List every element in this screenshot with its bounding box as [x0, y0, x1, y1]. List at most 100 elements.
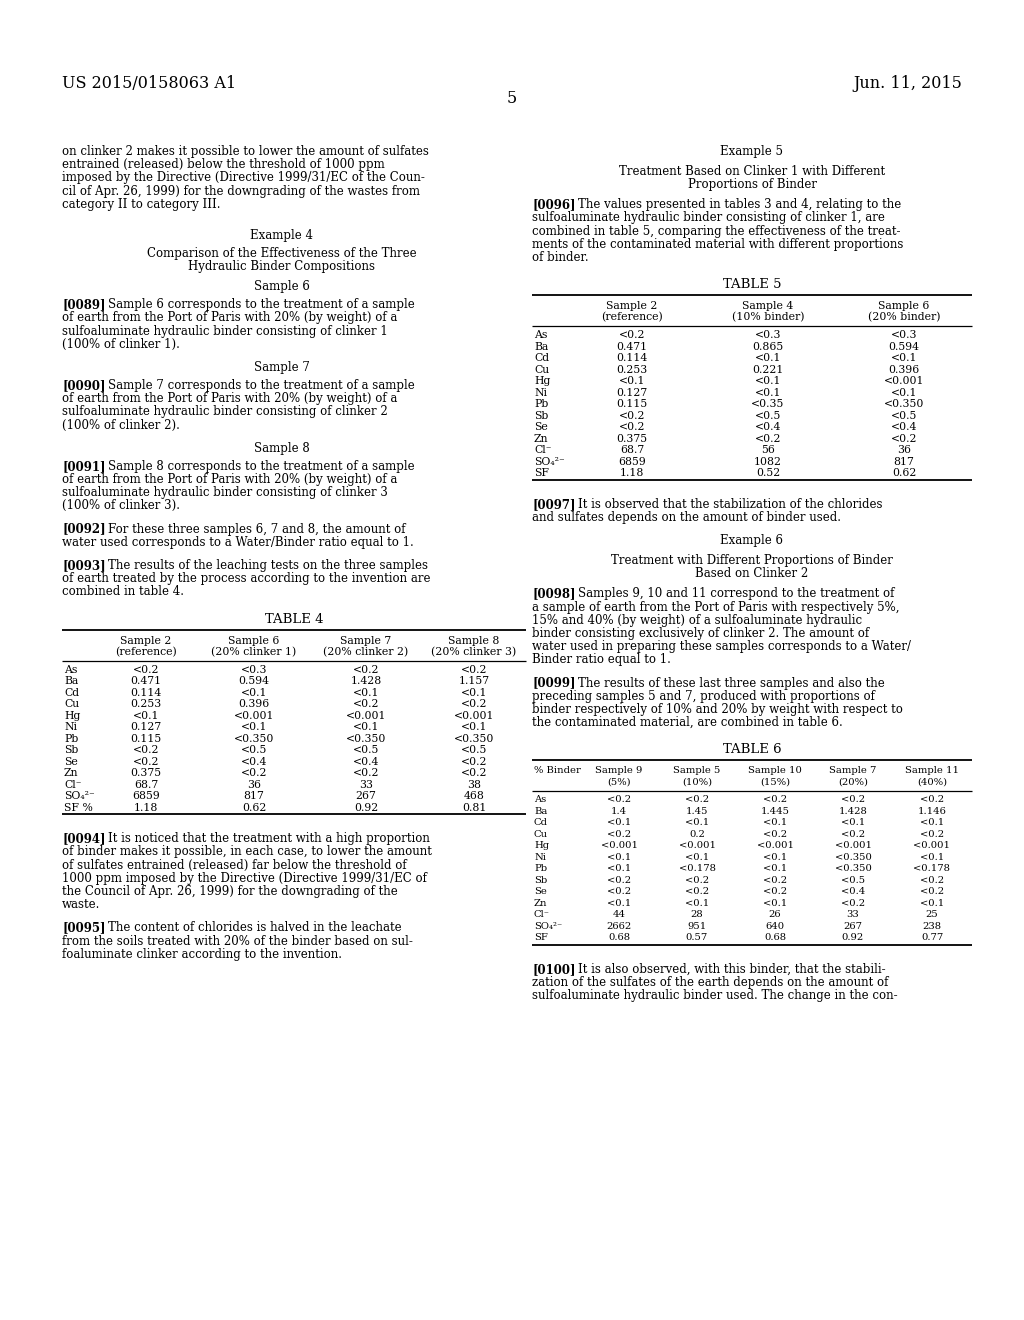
Text: 2662: 2662	[606, 921, 632, 931]
Text: TABLE 5: TABLE 5	[723, 279, 781, 292]
Text: Cl⁻: Cl⁻	[534, 911, 550, 919]
Text: <0.178: <0.178	[913, 865, 950, 874]
Text: <0.350: <0.350	[835, 853, 871, 862]
Text: <0.1: <0.1	[891, 354, 918, 363]
Text: <0.1: <0.1	[763, 818, 787, 828]
Text: 1000 ppm imposed by the Directive (Directive 1999/31/EC of: 1000 ppm imposed by the Directive (Direc…	[62, 871, 427, 884]
Text: <0.2: <0.2	[461, 700, 487, 709]
Text: <0.1: <0.1	[461, 688, 487, 697]
Text: <0.2: <0.2	[841, 830, 865, 838]
Text: <0.2: <0.2	[352, 664, 379, 675]
Text: <0.2: <0.2	[763, 875, 787, 884]
Text: 0.114: 0.114	[616, 354, 647, 363]
Text: 0.114: 0.114	[130, 688, 162, 697]
Text: sulfoaluminate hydraulic binder used. The change in the con-: sulfoaluminate hydraulic binder used. Th…	[532, 989, 898, 1002]
Text: <0.2: <0.2	[841, 899, 865, 908]
Text: Sb: Sb	[534, 411, 549, 421]
Text: (20% binder): (20% binder)	[867, 313, 940, 322]
Text: Sample 6: Sample 6	[879, 301, 930, 312]
Text: <0.1: <0.1	[241, 688, 267, 697]
Text: 1.445: 1.445	[761, 807, 790, 816]
Text: (20%): (20%)	[838, 777, 868, 787]
Text: [0096]: [0096]	[532, 198, 575, 211]
Text: <0.001: <0.001	[454, 710, 495, 721]
Text: Sample 6: Sample 6	[254, 280, 310, 293]
Text: 0.2: 0.2	[689, 830, 705, 838]
Text: category II to category III.: category II to category III.	[62, 198, 220, 211]
Text: 26: 26	[769, 911, 781, 919]
Text: Treatment with Different Proportions of Binder: Treatment with Different Proportions of …	[611, 554, 893, 568]
Text: Sample 8: Sample 8	[449, 636, 500, 645]
Text: combined in table 4.: combined in table 4.	[62, 585, 184, 598]
Text: 817: 817	[244, 791, 264, 801]
Text: 468: 468	[464, 791, 484, 801]
Text: <0.1: <0.1	[133, 710, 160, 721]
Text: 1.18: 1.18	[134, 803, 158, 813]
Text: 5: 5	[507, 90, 517, 107]
Text: 267: 267	[355, 791, 377, 801]
Text: Sb: Sb	[534, 875, 547, 884]
Text: SO₄²⁻: SO₄²⁻	[534, 921, 562, 931]
Text: <0.1: <0.1	[755, 354, 781, 363]
Text: 817: 817	[894, 457, 914, 467]
Text: binder consisting exclusively of clinker 2. The amount of: binder consisting exclusively of clinker…	[532, 627, 869, 640]
Text: <0.2: <0.2	[607, 796, 631, 804]
Text: of earth treated by the process according to the invention are: of earth treated by the process accordin…	[62, 572, 430, 585]
Text: cil of Apr. 26, 1999) for the downgrading of the wastes from: cil of Apr. 26, 1999) for the downgradin…	[62, 185, 420, 198]
Text: 0.594: 0.594	[239, 676, 269, 686]
Text: 0.253: 0.253	[130, 700, 162, 709]
Text: <0.1: <0.1	[607, 865, 631, 874]
Text: (10% binder): (10% binder)	[732, 313, 804, 322]
Text: waste.: waste.	[62, 898, 100, 911]
Text: Hg: Hg	[534, 376, 550, 387]
Text: <0.1: <0.1	[755, 388, 781, 397]
Text: <0.1: <0.1	[685, 899, 710, 908]
Text: 0.127: 0.127	[616, 388, 647, 397]
Text: Cl⁻: Cl⁻	[63, 780, 82, 789]
Text: of earth from the Port of Paris with 20% (by weight) of a: of earth from the Port of Paris with 20%…	[62, 392, 397, 405]
Text: water used in preparing these samples corresponds to a Water/: water used in preparing these samples co…	[532, 640, 911, 653]
Text: <0.2: <0.2	[133, 756, 160, 767]
Text: (100% of clinker 1).: (100% of clinker 1).	[62, 338, 180, 351]
Text: imposed by the Directive (Directive 1999/31/EC of the Coun-: imposed by the Directive (Directive 1999…	[62, 172, 425, 185]
Text: 36: 36	[897, 445, 911, 455]
Text: (5%): (5%)	[607, 777, 631, 787]
Text: <0.2: <0.2	[920, 796, 944, 804]
Text: (100% of clinker 2).: (100% of clinker 2).	[62, 418, 180, 432]
Text: Pb: Pb	[534, 399, 549, 409]
Text: <0.2: <0.2	[607, 875, 631, 884]
Text: <0.4: <0.4	[841, 887, 865, 896]
Text: Sample 11: Sample 11	[905, 767, 959, 775]
Text: combined in table 5, comparing the effectiveness of the treat-: combined in table 5, comparing the effec…	[532, 224, 900, 238]
Text: Ni: Ni	[63, 722, 77, 733]
Text: sulfoaluminate hydraulic binder consisting of clinker 1: sulfoaluminate hydraulic binder consisti…	[62, 325, 388, 338]
Text: Sample 10: Sample 10	[749, 767, 802, 775]
Text: [0098]: [0098]	[532, 587, 575, 601]
Text: [0097]: [0097]	[532, 498, 575, 511]
Text: [0099]: [0099]	[532, 677, 575, 689]
Text: 0.221: 0.221	[753, 364, 783, 375]
Text: of sulfates entrained (released) far below the threshold of: of sulfates entrained (released) far bel…	[62, 858, 407, 871]
Text: 0.92: 0.92	[842, 933, 864, 942]
Text: Sample 7: Sample 7	[254, 360, 310, 374]
Text: Example 4: Example 4	[251, 228, 313, 242]
Text: <0.5: <0.5	[891, 411, 918, 421]
Text: 0.396: 0.396	[239, 700, 269, 709]
Text: 0.115: 0.115	[616, 399, 647, 409]
Text: As: As	[63, 664, 78, 675]
Text: on clinker 2 makes it possible to lower the amount of sulfates: on clinker 2 makes it possible to lower …	[62, 145, 429, 158]
Text: For these three samples 6, 7 and 8, the amount of: For these three samples 6, 7 and 8, the …	[108, 523, 406, 536]
Text: Comparison of the Effectiveness of the Three: Comparison of the Effectiveness of the T…	[147, 247, 417, 260]
Text: [0090]: [0090]	[62, 379, 105, 392]
Text: of binder.: of binder.	[532, 251, 589, 264]
Text: <0.350: <0.350	[835, 865, 871, 874]
Text: 640: 640	[765, 921, 784, 931]
Text: 0.57: 0.57	[686, 933, 709, 942]
Text: 0.52: 0.52	[756, 469, 780, 478]
Text: <0.350: <0.350	[454, 734, 495, 743]
Text: <0.1: <0.1	[461, 722, 487, 733]
Text: 0.92: 0.92	[354, 803, 378, 813]
Text: Cd: Cd	[63, 688, 79, 697]
Text: 0.127: 0.127	[130, 722, 162, 733]
Text: Sample 8 corresponds to the treatment of a sample: Sample 8 corresponds to the treatment of…	[108, 459, 415, 473]
